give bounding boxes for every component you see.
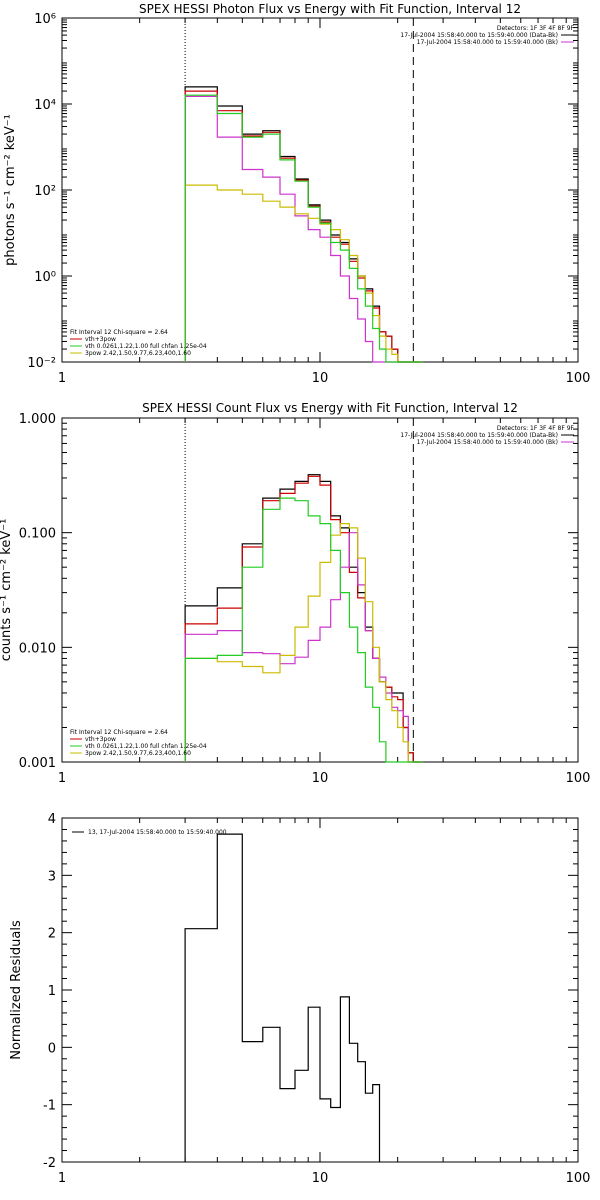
panel2-detectors-label: Detectors: 1F 3F 4F 8F 9F xyxy=(497,425,575,432)
panel1-legend-data-bk: 17-Jul-2004 15:58:40.000 to 15:59:40.000… xyxy=(400,32,558,39)
panel3-x-axis: 1 10 100 xyxy=(58,818,591,1186)
y-tick-label: 0.100 xyxy=(19,527,56,542)
x-tick-label: 10 xyxy=(312,1171,329,1186)
panel2-legend-3pow: 3pow 2.42,1.50,9.77,6.23,400,1.60 xyxy=(85,750,191,757)
panel2-fit-interval: Fit Interval 12 Chi-square = 2.64 xyxy=(70,729,168,736)
x-tick-label: 10 xyxy=(312,771,329,786)
y-tick-label: 10² xyxy=(34,184,56,199)
y-tick-label: 1.000 xyxy=(19,412,56,427)
panel2-legend-vth3pow: vth+3pow xyxy=(85,736,116,743)
y-tick-label: 10⁶ xyxy=(34,12,56,27)
x-tick-label: 100 xyxy=(566,771,591,786)
panel3-legend-label: 13, 17-Jul-2004 15:58:40.000 to 15:59:40… xyxy=(88,829,227,836)
y-tick-label: 10⁻² xyxy=(27,356,56,371)
series-line xyxy=(184,90,423,363)
panel3-series xyxy=(184,833,381,1162)
series-line xyxy=(184,833,381,1162)
panel2-ylabel: counts s⁻¹ cm⁻² keV⁻¹ xyxy=(0,519,14,662)
panel1-detectors-label: Detectors: 1F 3F 4F 8F 9F xyxy=(497,25,575,32)
panel1-legend-vth: vth 0.0261,1.22,1.00 full chfan 1.25e-04 xyxy=(85,343,207,350)
y-tick-label: 4 xyxy=(48,812,56,827)
panel3-y-axis: -2 -1 0 1 2 3 4 xyxy=(43,812,578,1171)
series-line xyxy=(184,95,423,363)
panel1-ylabel: photons s⁻¹ cm⁻² keV⁻¹ xyxy=(3,114,18,266)
y-tick-label: 1 xyxy=(48,984,56,999)
series-line xyxy=(184,474,423,763)
photon-flux-panel: SPEX HESSI Photon Flux vs Energy with Fi… xyxy=(3,2,590,386)
panel2-legend-data-bk: 17-Jul-2004 15:58:40.000 to 15:59:40.000… xyxy=(400,432,558,439)
panel1-fit-interval: Fit Interval 12 Chi-square = 2.64 xyxy=(70,329,168,336)
y-tick-label: 2 xyxy=(48,927,56,942)
x-tick-label: 10 xyxy=(312,371,329,386)
panel2-legend-bottom: Fit Interval 12 Chi-square = 2.64 vth+3p… xyxy=(70,729,207,757)
panel1-legend-bk: 17-Jul-2004 15:58:40.000 to 15:59:40.000… xyxy=(417,39,558,46)
panel1-legend-bottom: Fit Interval 12 Chi-square = 2.64 vth+3p… xyxy=(70,329,207,357)
residuals-panel: 1 10 100 -2 -1 0 1 2 3 4 Normalized Residuals 13… xyxy=(9,812,590,1186)
panel3-legend: 13, 17-Jul-2004 15:58:40.000 to 15:59:40… xyxy=(72,829,227,836)
x-tick-label: 100 xyxy=(566,1171,591,1186)
panel2-series xyxy=(184,474,423,763)
panel3-ylabel: Normalized Residuals xyxy=(9,920,24,1060)
x-tick-label: 1 xyxy=(58,1171,66,1186)
count-flux-panel: SPEX HESSI Count Flux vs Energy with Fit… xyxy=(0,401,590,786)
panel2-legend-top: Detectors: 1F 3F 4F 8F 9F 17-Jul-2004 15… xyxy=(400,425,574,446)
panel2-legend-bk: 17-Jul-2004 15:58:40.000 to 15:59:40.000… xyxy=(417,439,558,446)
panel1-x-axis: 1 10 100 xyxy=(58,18,591,386)
panel3-frame xyxy=(61,817,579,1163)
panel2-fit-range-lines xyxy=(184,418,414,762)
series-line xyxy=(184,475,423,763)
series-line xyxy=(184,532,423,763)
panel1-title: SPEX HESSI Photon Flux vs Energy with Fi… xyxy=(139,2,521,16)
series-line xyxy=(184,497,423,763)
panel1-legend-top: Detectors: 1F 3F 4F 8F 9F 17-Jul-2004 15… xyxy=(400,25,574,46)
y-tick-label: 10⁰ xyxy=(34,270,56,285)
y-tick-label: 0.001 xyxy=(19,756,56,771)
y-tick-label: 0 xyxy=(48,1041,56,1056)
panel2-title: SPEX HESSI Count Flux vs Energy with Fit… xyxy=(142,401,518,415)
series-line xyxy=(184,86,423,363)
y-tick-label: -2 xyxy=(43,1156,56,1171)
y-tick-label: 0.010 xyxy=(19,641,56,656)
panel1-legend-vth3pow: vth+3pow xyxy=(85,336,116,343)
panel2-y-axis: 0.001 0.010 0.100 1.000 xyxy=(19,412,578,771)
panel1-frame xyxy=(61,17,579,363)
panel2-x-axis: 1 10 100 xyxy=(58,418,591,786)
x-tick-label: 1 xyxy=(58,771,66,786)
x-tick-label: 100 xyxy=(566,371,591,386)
x-tick-label: 1 xyxy=(58,371,66,386)
y-tick-label: -1 xyxy=(43,1099,56,1114)
y-tick-label: 3 xyxy=(48,869,56,884)
series-line xyxy=(184,523,423,763)
series-line xyxy=(184,184,423,363)
panel1-y-axis: 10⁻² 10⁰ 10² 10⁴ 10⁶ xyxy=(27,12,578,371)
panel2-legend-vth: vth 0.0261,1.22,1.00 full chfan 1.25e-04 xyxy=(85,743,207,750)
panel1-legend-3pow: 3pow 2.42,1.50,9.77,6.23,400,1.60 xyxy=(85,350,191,357)
series-line xyxy=(184,94,423,363)
y-tick-label: 10⁴ xyxy=(34,98,56,113)
panel1-series xyxy=(184,86,423,363)
